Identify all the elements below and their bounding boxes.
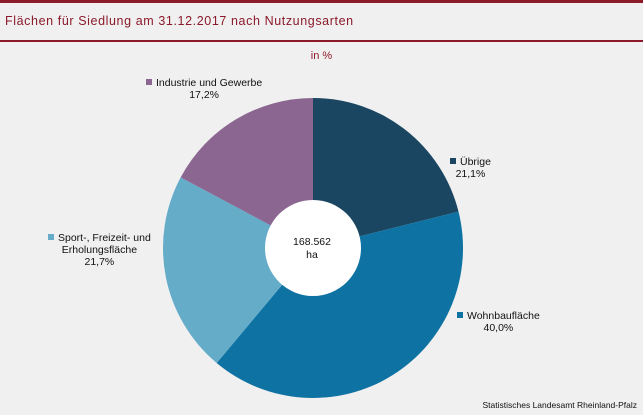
label-wohnbauflaeche-value: 40,0% (483, 322, 514, 334)
top-rule (0, 0, 643, 3)
legend-swatch-industrie-gewerbe (146, 79, 152, 85)
label-sport-freizeit-name-line1: Sport-, Freizeit- und (58, 232, 151, 244)
label-sport-freizeit: Sport-, Freizeit- und Erholungsfläche 21… (48, 232, 151, 268)
label-sport-freizeit-value: 21,7% (84, 256, 115, 268)
chart-title: Flächen für Siedlung am 31.12.2017 nach … (5, 14, 354, 28)
pie-slice-2 (162, 177, 313, 363)
source-note: Statistisches Landesamt Rheinland-Pfalz (482, 400, 638, 410)
pie-slice-3 (180, 98, 313, 248)
title-rule (0, 40, 643, 42)
pie-slice-0 (313, 98, 459, 248)
donut-hole (265, 200, 361, 296)
label-uebrige-value: 21,1% (455, 168, 486, 180)
label-uebrige: Übrige 21,1% (450, 156, 491, 180)
label-industrie-gewerbe-name: Industrie und Gewerbe (156, 77, 263, 89)
total-value: 168.562 (293, 236, 331, 248)
donut-center-label: 168.562 ha (284, 236, 340, 262)
title-band (0, 3, 643, 40)
label-industrie-gewerbe: Industrie und Gewerbe 17,2% (146, 77, 262, 101)
legend-swatch-wohnbauflaeche (457, 312, 463, 318)
total-unit: ha (306, 249, 318, 261)
label-wohnbauflaeche: Wohnbaufläche 40,0% (457, 310, 540, 334)
legend-swatch-uebrige (450, 158, 456, 164)
legend-swatch-sport-freizeit (48, 234, 54, 240)
pie-slice-1 (216, 211, 463, 398)
chart-subtitle: in % (310, 50, 333, 62)
label-uebrige-name: Übrige (460, 156, 491, 168)
label-wohnbauflaeche-name: Wohnbaufläche (467, 310, 540, 322)
label-sport-freizeit-name-line2: Erholungsfläche (61, 244, 138, 256)
label-industrie-gewerbe-value: 17,2% (189, 89, 219, 101)
